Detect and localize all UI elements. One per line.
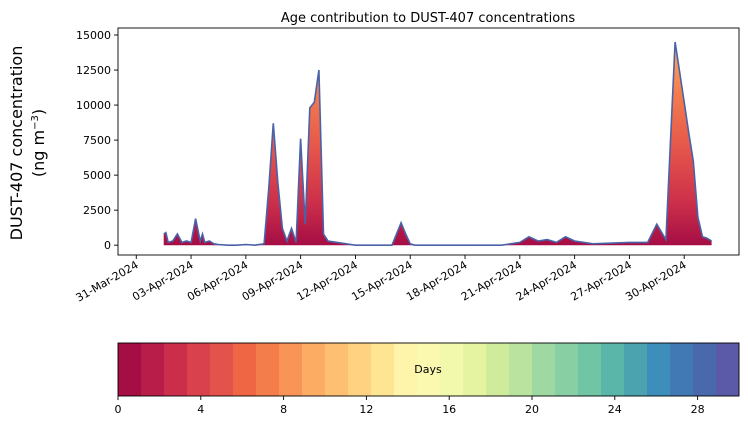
chart-title: Age contribution to DUST-407 concentrati…	[281, 11, 576, 26]
colorbar-cell	[693, 343, 717, 396]
colorbar-cell	[555, 343, 579, 396]
colorbar-cell	[716, 343, 740, 396]
colorbar-cell	[210, 343, 234, 396]
colorbar-cell	[417, 343, 441, 396]
colorbar-cell	[601, 343, 625, 396]
colorbar-cell	[325, 343, 349, 396]
colorbar-cell	[348, 343, 372, 396]
colorbar-cell	[532, 343, 556, 396]
colorbar-cell	[486, 343, 510, 396]
colorbar-cell	[279, 343, 303, 396]
x-axis: 31-Mar-202403-Apr-202406-Apr-202409-Apr-…	[74, 255, 689, 305]
x-tick-label: 24-Apr-2024	[514, 258, 579, 303]
colorbar-label: Days	[414, 363, 442, 376]
plot-area	[117, 27, 740, 256]
plot-frame	[117, 27, 740, 256]
colorbar-cell	[394, 343, 418, 396]
y-axis-title: DUST-407 concentration (ng m−3)	[7, 46, 48, 241]
y-axis: 0 2500 5000 7500 10000 12500 15000	[76, 29, 118, 252]
colorbar-tick-label: 20	[525, 403, 539, 416]
colorbar-tick-label: 12	[359, 403, 373, 416]
x-tick-label: 30-Apr-2024	[623, 258, 688, 303]
x-tick-label: 27-Apr-2024	[569, 258, 634, 303]
colorbar-tick-label: 0	[115, 403, 122, 416]
x-tick-label: 09-Apr-2024	[240, 258, 305, 303]
colorbar-cell	[233, 343, 257, 396]
y-tick-label: 0	[104, 239, 111, 252]
y-tick-label: 5000	[83, 169, 111, 182]
y-tick-label: 7500	[83, 134, 111, 147]
colorbar-cell	[670, 343, 694, 396]
x-tick-label: 03-Apr-2024	[130, 258, 195, 303]
y-tick-label: 10000	[76, 99, 111, 112]
colorbar-tick-label: 24	[608, 403, 622, 416]
y-axis-title-line1: DUST-407 concentration	[7, 46, 26, 241]
colorbar-cell	[302, 343, 326, 396]
colorbar: Days 0 4 8 12 16 20 24 28	[115, 342, 740, 416]
colorbar-frame	[117, 342, 740, 397]
x-tick-label: 21-Apr-2024	[459, 258, 524, 303]
colorbar-cell	[578, 343, 602, 396]
colorbar-cell	[118, 343, 142, 396]
colorbar-cell	[371, 343, 395, 396]
colorbar-cell	[647, 343, 671, 396]
x-tick-label: 15-Apr-2024	[349, 258, 414, 303]
colorbar-cell	[463, 343, 487, 396]
colorbar-cell	[440, 343, 464, 396]
colorbar-cell	[141, 343, 165, 396]
y-axis-title-line2: (ng m−3)	[29, 109, 48, 177]
colorbar-tick-label: 16	[442, 403, 456, 416]
colorbar-cell	[164, 343, 188, 396]
colorbar-tick-label: 8	[280, 403, 287, 416]
total-concentration-line	[163, 41, 713, 247]
colorbar-tick-label: 28	[691, 403, 705, 416]
x-tick-label: 12-Apr-2024	[295, 258, 360, 303]
colorbar-cell	[256, 343, 280, 396]
x-tick-label: 18-Apr-2024	[404, 258, 469, 303]
y-tick-label: 12500	[76, 64, 111, 77]
colorbar-cell	[187, 343, 211, 396]
colorbar-cell	[509, 343, 533, 396]
colorbar-cell	[624, 343, 648, 396]
y-tick-label: 15000	[76, 29, 111, 42]
x-tick-label: 06-Apr-2024	[185, 258, 250, 303]
age-contribution-area	[163, 42, 712, 246]
y-tick-label: 2500	[83, 204, 111, 217]
x-tick-label: 31-Mar-2024	[74, 258, 141, 304]
colorbar-tick-label: 4	[197, 403, 204, 416]
